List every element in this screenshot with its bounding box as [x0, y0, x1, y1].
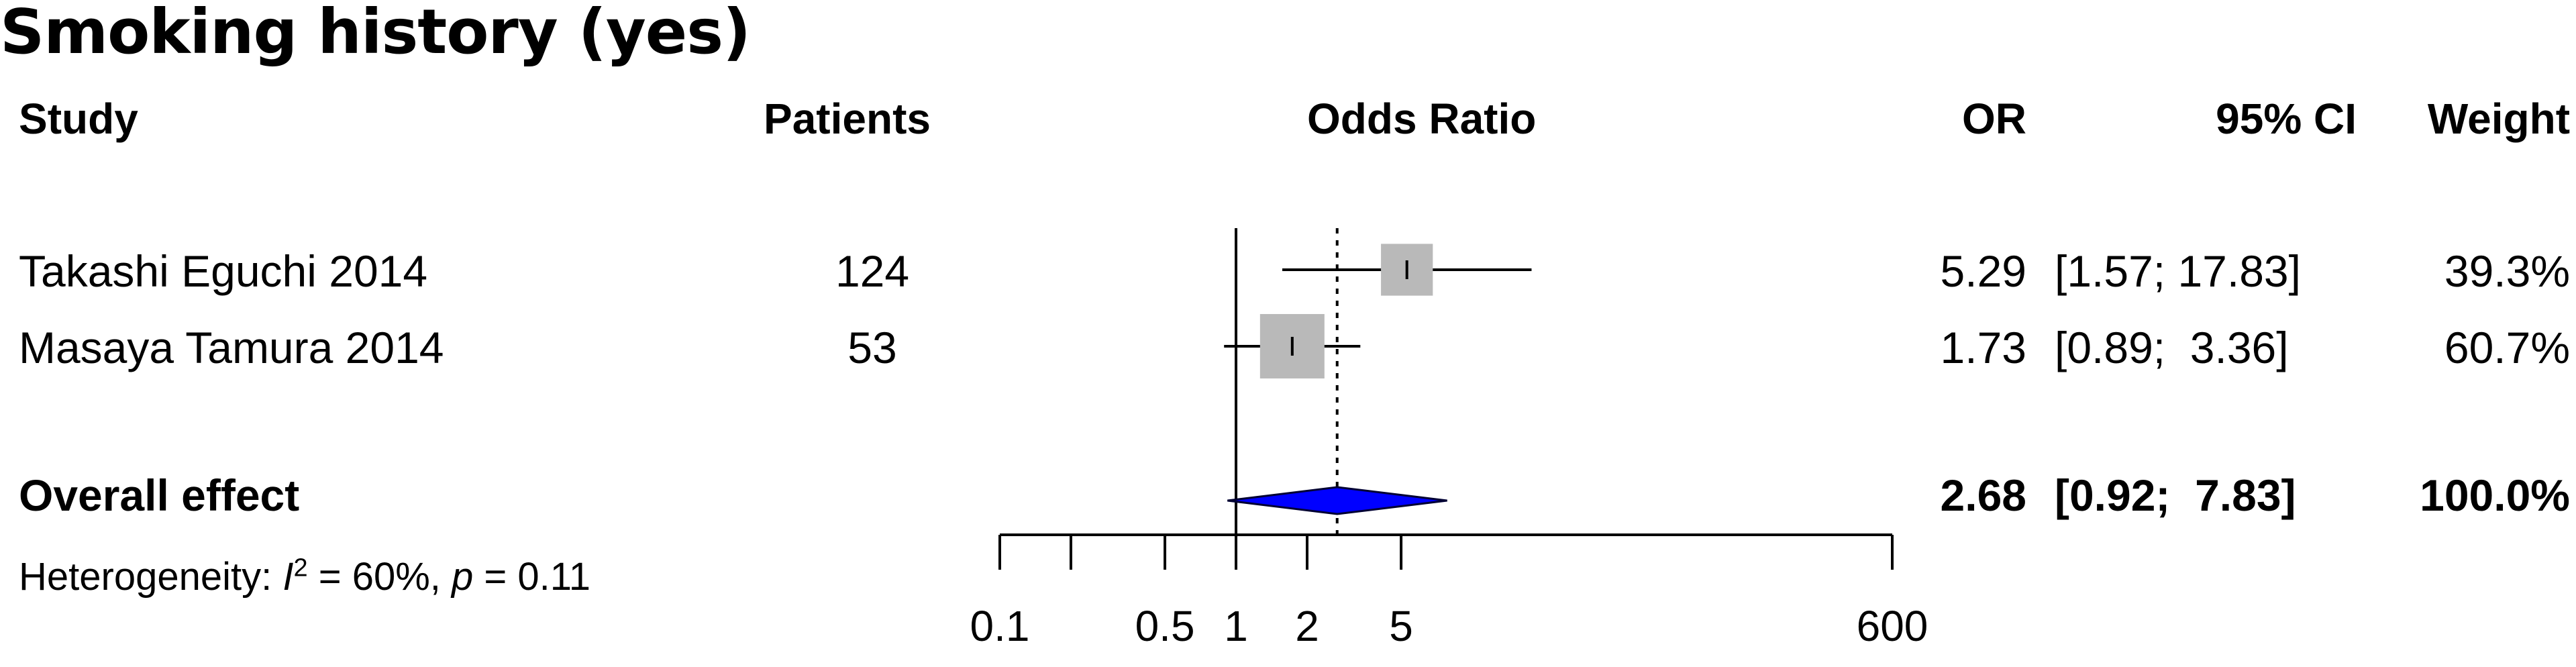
- overall-label: Overall effect: [19, 470, 300, 520]
- study-name: Takashi Eguchi 2014: [19, 246, 428, 296]
- x-tick-label: 1: [1224, 602, 1248, 650]
- x-tick-label: 5: [1389, 602, 1413, 650]
- header-patients: Patients: [764, 95, 931, 143]
- overall-weight: 100.0%: [2420, 470, 2570, 520]
- study-or: 5.29: [1940, 246, 2026, 296]
- study-weight: 60.7%: [2444, 323, 2570, 372]
- x-tick-label: 600: [1857, 602, 1928, 650]
- chart-title: Smoking history (yes): [0, 0, 751, 68]
- heterogeneity-p: p: [452, 555, 474, 599]
- heterogeneity-prefix: Heterogeneity:: [19, 555, 283, 599]
- study-ci: [0.89; 3.36]: [2055, 323, 2289, 372]
- overall-ci: [0.92; 7.83]: [2055, 470, 2296, 520]
- study-or: 1.73: [1940, 323, 2026, 372]
- header-odds-ratio: Odds Ratio: [1307, 95, 1537, 143]
- header-ci: 95% CI: [2216, 95, 2357, 143]
- heterogeneity-text: Heterogeneity: I2 = 60%, p = 0.11: [19, 554, 590, 599]
- overall-or: 2.68: [1940, 470, 2026, 520]
- study-patients: 53: [847, 323, 897, 372]
- heterogeneity-mid: = 60%,: [307, 555, 452, 599]
- header-or: OR: [1962, 95, 2026, 143]
- overall-diamond: [1227, 486, 1447, 515]
- study-name: Masaya Tamura 2014: [19, 323, 444, 372]
- header-study: Study: [19, 95, 138, 143]
- heterogeneity-suffix: = 0.11: [473, 555, 590, 599]
- study-patients: 124: [835, 246, 910, 296]
- x-tick-label: 0.5: [1135, 602, 1195, 650]
- study-weight: 39.3%: [2444, 246, 2570, 296]
- study-ci: [1.57; 17.83]: [2055, 246, 2301, 296]
- x-tick-label: 2: [1295, 602, 1319, 650]
- header-weight: Weight: [2427, 95, 2570, 143]
- heterogeneity-sup: 2: [293, 554, 308, 582]
- heterogeneity-i: I: [282, 555, 294, 599]
- x-tick-label: 0.1: [970, 602, 1030, 650]
